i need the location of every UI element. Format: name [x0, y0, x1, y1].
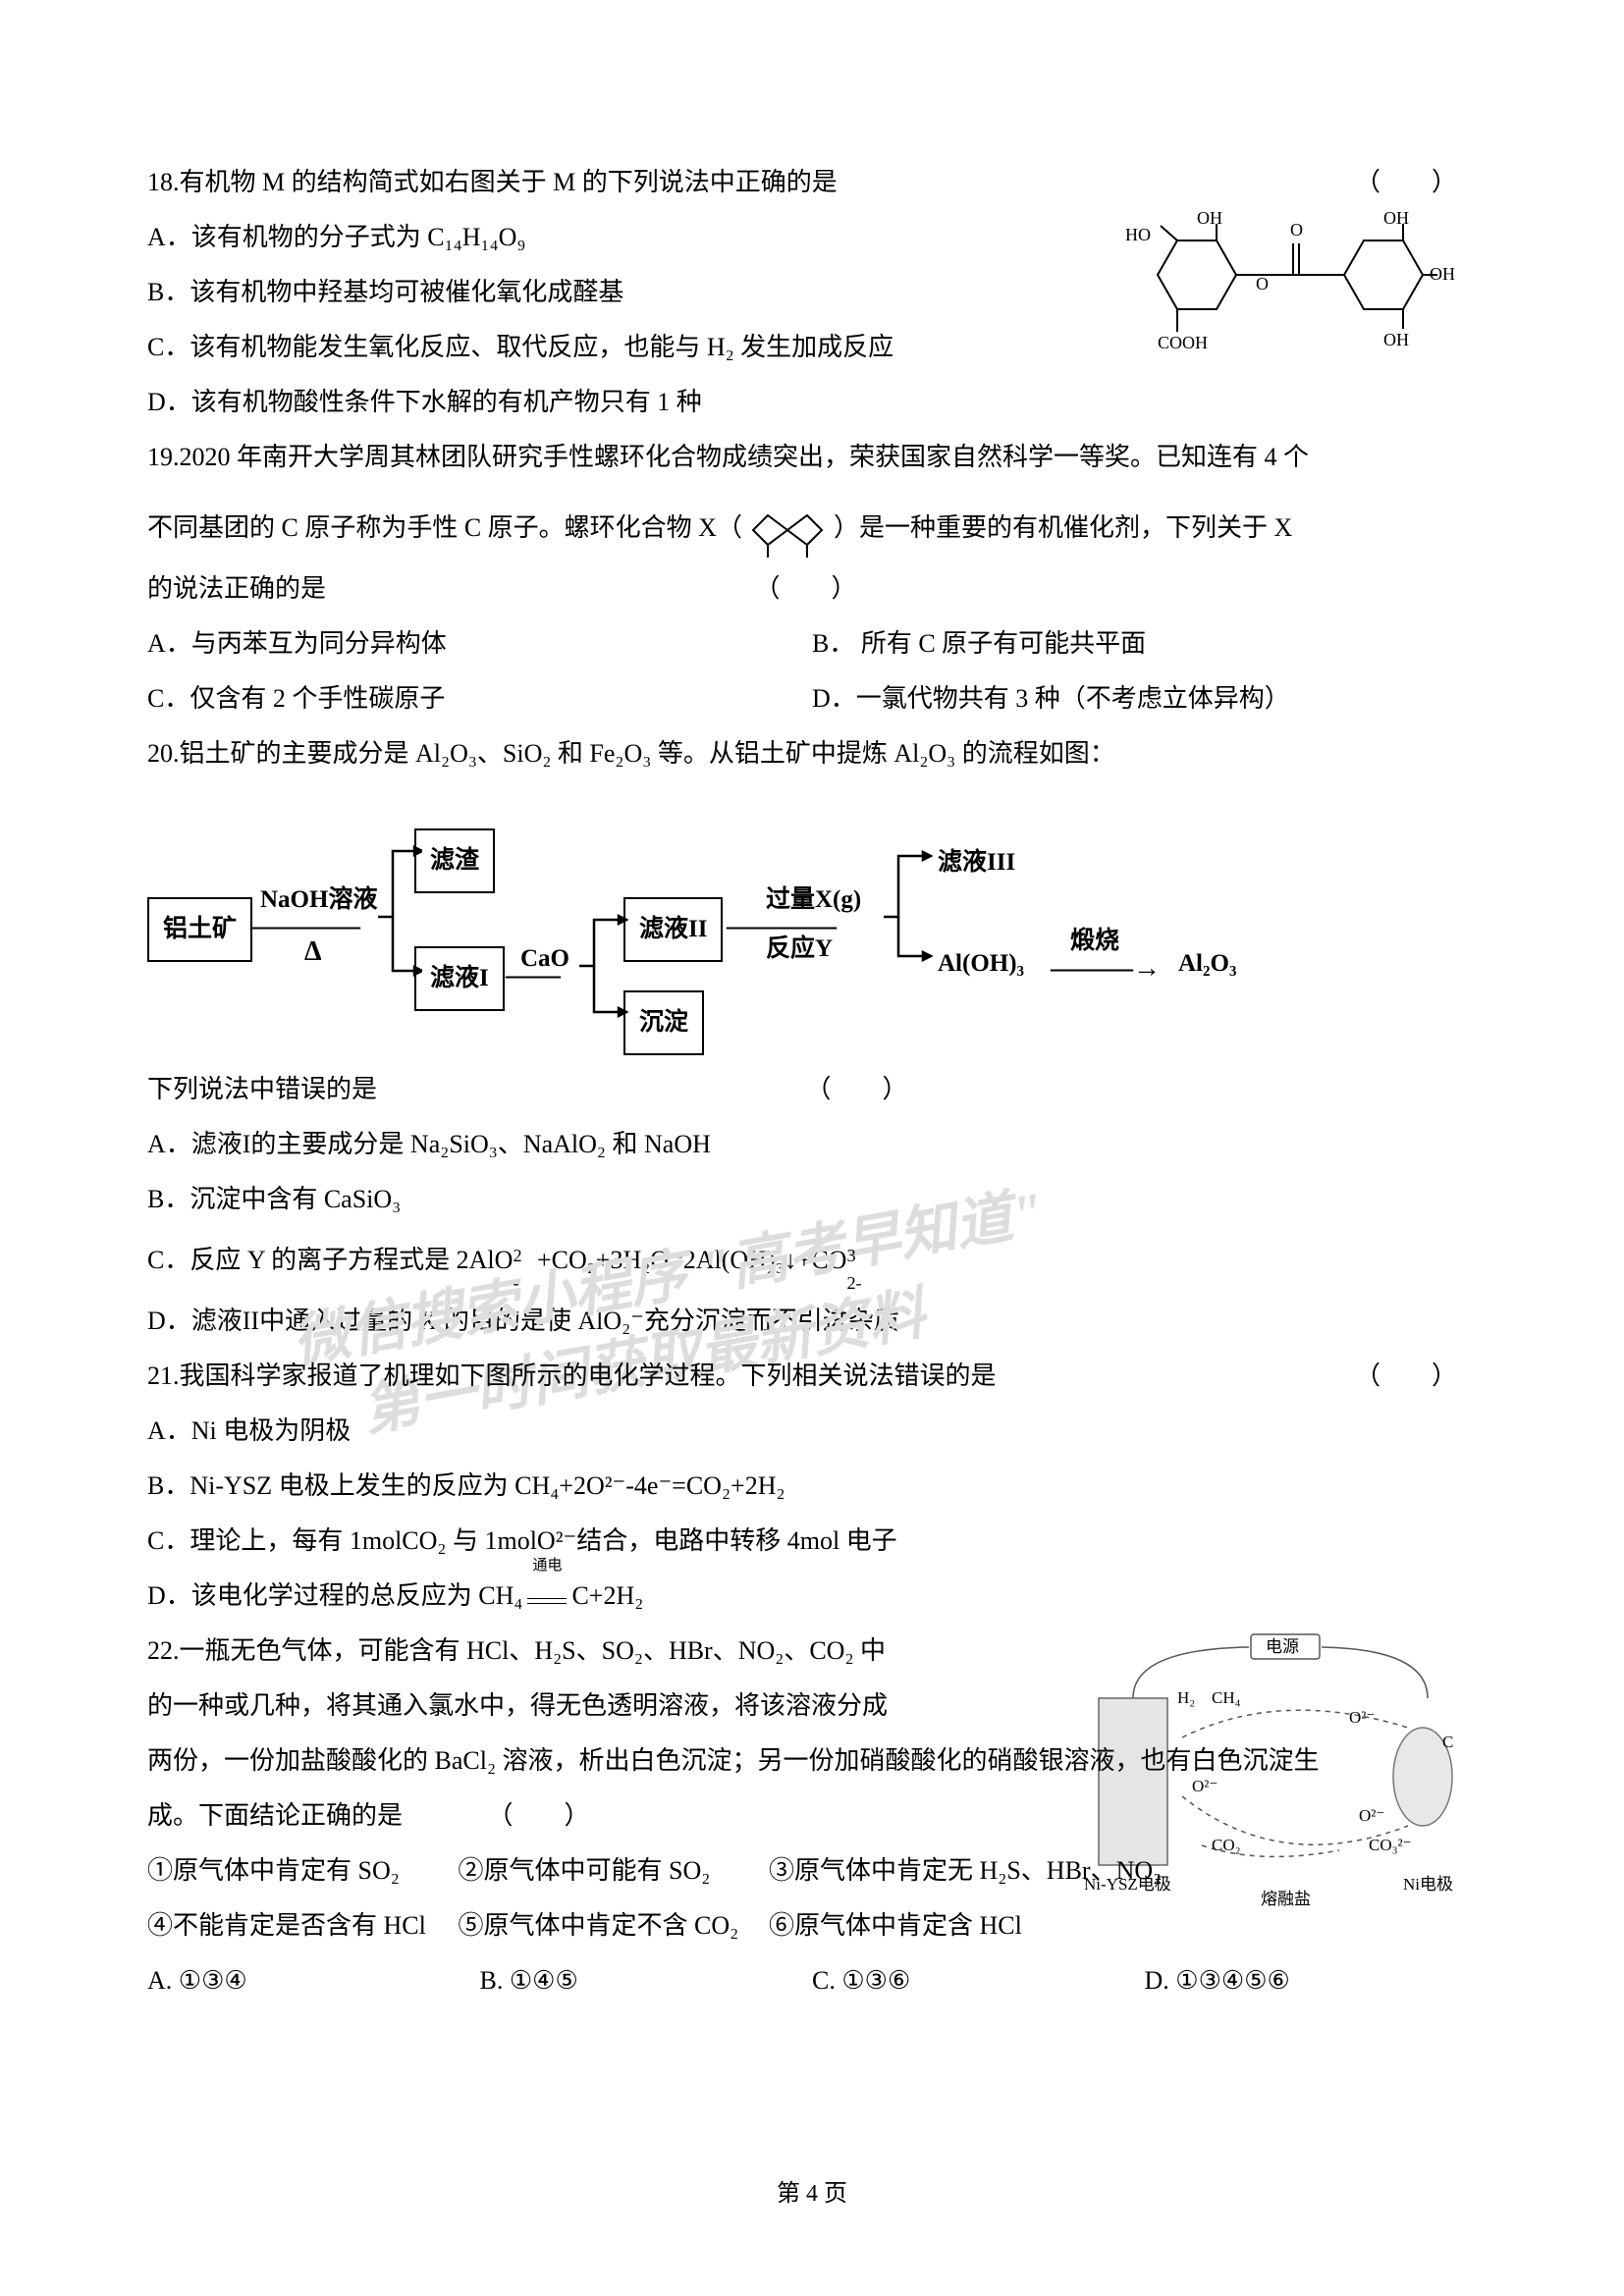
q20-option-a: A．滤液I的主要成分是 Na₂SiO₃、NaAlO₂ 和 NaOH [147, 1119, 1477, 1170]
q22-s6: ⑥原气体中肯定含 HCl [769, 1900, 1022, 1951]
q18-label-o2: O [1290, 220, 1303, 240]
q22-stem4-line: 成。下面结论正确的是 （ ） [147, 1790, 1477, 1842]
q21-bracket: （ ） [1355, 1351, 1457, 1402]
q19-stem3-line: 的说法正确的是 （ ） [147, 563, 1477, 614]
q19-option-d: D．一氯代物共有 3 种（不考虑立体异构） [812, 673, 1477, 724]
flow-label-filtrate3: 滤液III [938, 838, 1015, 887]
q21-d-above: 通电 [522, 1551, 571, 1580]
q22-s4: ④不能肯定是否含有 HCl [147, 1900, 452, 1951]
q21-option-b: B．Ni-YSZ 电极上发生的反应为 CH₄+2O²⁻-4e⁻=CO₂+2H₂ [147, 1461, 1477, 1512]
page-number: 第 4 页 [777, 2173, 847, 2208]
flow-label-al2o3: Al₂O₃ [1178, 939, 1236, 988]
q22-option-a: A. ①③④ [147, 1955, 480, 2006]
q20-c-mid: +CO₂+3H₂O=2Al(OH)₃↓+CO [530, 1246, 846, 1274]
flow-split2 [574, 902, 628, 1020]
q21-option-a: A．Ni 电极为阴极 [147, 1406, 1477, 1457]
q20-bracket: （ ） [806, 1075, 908, 1103]
q20-stem: 20.铝土矿的主要成分是 Al₂O₃、SiO₂ 和 Fe₂O₃ 等。从铝土矿中提… [147, 728, 1477, 779]
q19-stem3: 的说法正确的是 [147, 574, 326, 603]
q22-s1: ①原气体中肯定有 SO₂ [147, 1845, 452, 1896]
q22-s5: ⑤原气体中肯定不含 CO₂ [459, 1900, 763, 1951]
flow-box-bauxite: 铝土矿 [147, 897, 252, 962]
q19-bracket: （ ） [755, 574, 857, 603]
flow-box-filtrate2: 滤液II [623, 897, 723, 962]
q19-stem2b: ）是一种重要的有机催化剂，下列关于 X [834, 513, 1292, 542]
q22-option-b: B. ①④⑤ [480, 1955, 813, 2006]
q20-c-prefix: C．反应 Y 的离子方程式是 2AlO [147, 1246, 513, 1274]
q22-s3: ③原气体中肯定无 H₂S、HBr、NO₂ [769, 1845, 1162, 1896]
q18-option-d: D．该有机物酸性条件下水解的有机产物只有 1 种 [147, 377, 1477, 428]
q22-stem3: 两份，一份加盐酸酸化的 BaCl₂ 溶液，析出白色沉淀；另一份加硝酸酸化的硝酸银… [147, 1735, 1477, 1787]
flow-box-precipitate: 沉淀 [623, 990, 704, 1055]
q19-stem2a: 不同基团的 C 原子称为手性 C 原子。螺环化合物 X（ [147, 513, 742, 542]
q18-label-oh4: OH [1383, 330, 1409, 349]
q20-option-d: D．滤液II中通入过量的 X 的目的是使 AlO₂⁻充分沉淀而不引进杂质 [147, 1296, 1477, 1347]
q20-question-line: 下列说法中错误的是 （ ） [147, 1064, 1477, 1115]
q22-option-d: D. ①③④⑤⑥ [1145, 1955, 1478, 2006]
q22-statements-row2: ④不能肯定是否含有 HCl ⑤原气体中肯定不含 CO₂ ⑥原气体中肯定含 HCl [147, 1900, 1477, 1951]
q18-label-o1: O [1256, 274, 1269, 294]
q18-label-oh2: OH [1383, 208, 1409, 228]
q20-option-c: C．反应 Y 的离子方程式是 2AlO2- +CO₂+3H₂O=2Al(OH)₃… [147, 1235, 1477, 1286]
q19-option-a: A．与丙苯互为同分异构体 [147, 618, 812, 669]
flow-split1 [373, 833, 422, 981]
q20-flowchart: 铝土矿 NaOH溶液 Δ ———— 滤渣 滤液I CaO —— 滤液II 沉淀 [147, 799, 1477, 1044]
q22-bracket: （ ） [488, 1801, 590, 1830]
q22-statements-row1: ①原气体中肯定有 SO₂ ②原气体中可能有 SO₂ ③原气体中肯定无 H₂S、H… [147, 1845, 1477, 1896]
q22-stem1: 22.一瓶无色气体，可能含有 HCl、H₂S、SO₂、HBr、NO₂、CO₂ 中 [147, 1626, 1477, 1677]
q19-option-b: B． 所有 C 原子有可能共平面 [812, 618, 1477, 669]
q21-option-c: C．理论上，每有 1molCO₂ 与 1molO²⁻结合，电路中转移 4mol … [147, 1516, 1477, 1567]
q18-label-oh1: OH [1197, 208, 1222, 228]
q21-option-d: D．该电化学过程的总反应为 CH₄通电C+2H₂ [147, 1571, 1477, 1622]
q20-option-b: B．沉淀中含有 CaSiO₃ [147, 1174, 1477, 1225]
q21-d-suffix: C+2H₂ [571, 1581, 643, 1610]
q19-stem2-line: 不同基团的 C 原子称为手性 C 原子。螺环化合物 X（ ）是一种重要的有机催化… [147, 501, 1477, 560]
flow-split3 [879, 838, 933, 966]
q21-stem-text: 21.我国科学家报道了机理如下图所示的电化学过程。下列相关说法错误的是 [147, 1362, 997, 1390]
flow-label-aloh3: Al(OH)₃ [938, 939, 1024, 988]
page-content: 18.有机物 M 的结构简式如右图关于 M 的下列说法中正确的是 （ ） A．该… [147, 157, 1477, 2006]
q21-stem: 21.我国科学家报道了机理如下图所示的电化学过程。下列相关说法错误的是 （ ） [147, 1351, 1477, 1402]
q22-option-c: C. ①③⑥ [812, 1955, 1145, 2006]
flow-box-filtrate1: 滤液I [414, 946, 505, 1011]
q18-stem-text: 18.有机物 M 的结构简式如右图关于 M 的下列说法中正确的是 [147, 168, 838, 196]
q21-d-prefix: D．该电化学过程的总反应为 CH₄ [147, 1581, 522, 1610]
q18-label-cooh: COOH [1158, 333, 1208, 352]
flow-box-residue: 滤渣 [414, 828, 495, 893]
q22-stem4: 成。下面结论正确的是 [147, 1801, 403, 1830]
q19-spiro-diagram [748, 501, 827, 560]
q20-question: 下列说法中错误的是 [147, 1075, 377, 1103]
q18-label-ho: HO [1125, 225, 1151, 244]
q19-option-c: C．仅含有 2 个手性碳原子 [147, 673, 812, 724]
q22-s2: ②原气体中可能有 SO₂ [459, 1845, 763, 1896]
q18-structure-diagram: HO OH OH O O OH COOH OH [1104, 177, 1477, 373]
q19-stem1: 19.2020 年南开大学周其林团队研究手性螺环化合物成绩突出，荣获国家自然科学… [147, 432, 1477, 483]
q22-stem2: 的一种或几种，将其通入氯水中，得无色透明溶液，将该溶液分成 [147, 1681, 1477, 1732]
